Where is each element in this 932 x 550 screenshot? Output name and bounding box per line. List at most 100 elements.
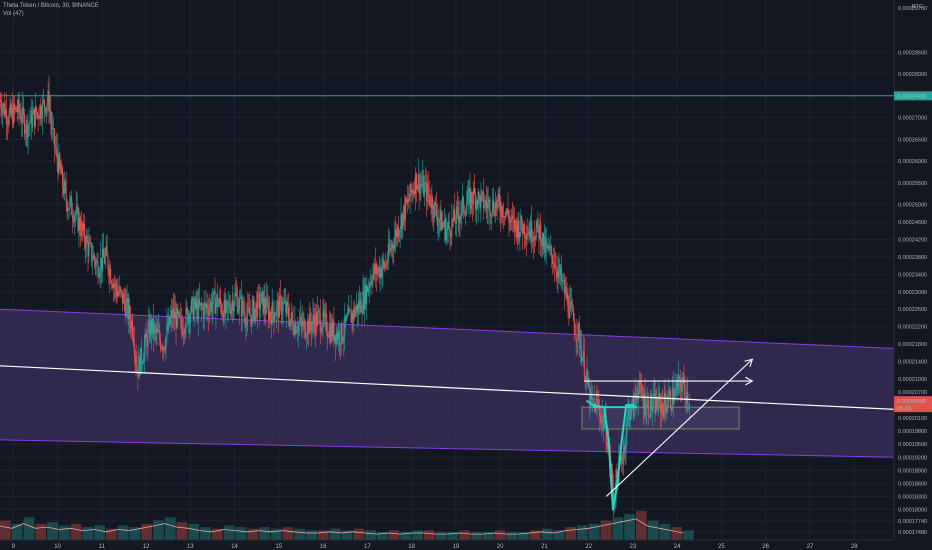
- candle-body: [493, 199, 495, 212]
- candle-body: [532, 241, 534, 243]
- candle-body: [342, 339, 344, 341]
- candle-body: [72, 218, 74, 223]
- candle-body: [550, 246, 552, 249]
- candle-body: [657, 407, 659, 410]
- candle-body: [21, 121, 23, 123]
- candle-body: [546, 242, 548, 245]
- candle-body: [524, 236, 526, 238]
- candle-body: [270, 316, 272, 325]
- candle-body: [536, 218, 538, 229]
- candle-body: [4, 109, 6, 116]
- candle-body: [34, 106, 36, 127]
- candle-body: [61, 167, 63, 174]
- time-tick-label: 12: [143, 544, 150, 550]
- candle-body: [555, 265, 557, 273]
- candle-body: [78, 217, 80, 231]
- candle-body: [568, 312, 570, 319]
- candle-body: [288, 306, 290, 319]
- candle-body: [395, 229, 397, 238]
- candle-body: [668, 394, 670, 406]
- candle-body: [108, 269, 110, 277]
- candle-body: [187, 309, 189, 324]
- candle-body: [410, 184, 412, 193]
- candle-body: [102, 248, 104, 270]
- candle-body: [261, 291, 263, 293]
- candle-body: [181, 327, 183, 335]
- candle-body: [549, 245, 551, 249]
- volume-bar: [482, 531, 494, 540]
- candle-body: [281, 311, 283, 315]
- candle-body: [308, 313, 310, 334]
- candle-body: [70, 197, 72, 200]
- candle-body: [514, 220, 516, 231]
- time-tick-label: 22: [585, 544, 592, 550]
- candle-body: [499, 200, 501, 213]
- candle-body: [22, 107, 24, 123]
- candle-body: [260, 292, 262, 304]
- candle-body: [412, 190, 414, 194]
- candle-body: [66, 201, 68, 212]
- candle-body: [387, 243, 389, 262]
- candle-body: [379, 268, 381, 278]
- candle-body: [643, 393, 645, 409]
- candle-body: [67, 208, 69, 212]
- candle-body: [0, 100, 2, 109]
- candle-body: [361, 312, 363, 314]
- candle-body: [394, 238, 396, 250]
- candle-body: [337, 332, 339, 340]
- candle-body: [217, 294, 219, 307]
- candle-body: [590, 392, 592, 408]
- candle-body: [391, 244, 393, 250]
- price-tick-label: 0.00026500: [898, 137, 927, 143]
- candle-body: [679, 378, 681, 388]
- candle-body: [159, 330, 161, 340]
- candle-body: [647, 399, 649, 404]
- candle-body: [333, 321, 335, 341]
- candle-body: [544, 236, 546, 253]
- candle-body: [509, 219, 511, 223]
- candle-body: [369, 281, 371, 288]
- candle-body: [472, 202, 474, 205]
- candle-body: [542, 232, 544, 245]
- candle-body: [627, 410, 629, 419]
- candle-body: [401, 214, 403, 230]
- candle-body: [359, 299, 361, 309]
- candle-body: [112, 284, 114, 289]
- candle-body: [264, 298, 266, 310]
- candle-body: [603, 424, 605, 430]
- candle-body: [14, 107, 16, 110]
- candle-body: [338, 330, 340, 345]
- candle-body: [246, 316, 248, 327]
- price-tick-label: 0.00027000: [898, 116, 927, 122]
- candle-body: [89, 241, 91, 243]
- candle-body: [403, 205, 405, 214]
- candle-body: [533, 236, 535, 240]
- candle-body: [437, 221, 439, 225]
- candle-body: [438, 219, 440, 222]
- volume-bar: [164, 517, 176, 540]
- candle-body: [348, 308, 350, 311]
- candle-body: [286, 301, 288, 313]
- volume-bar: [612, 517, 624, 540]
- candle-body: [540, 223, 542, 246]
- candle-body: [231, 300, 233, 307]
- candle-body: [665, 403, 667, 412]
- candle-body: [483, 191, 485, 208]
- candle-body: [262, 291, 264, 314]
- candle-body: [435, 204, 437, 216]
- volume-bar: [506, 531, 518, 540]
- volume-bar: [200, 527, 211, 540]
- candle-body: [307, 321, 309, 336]
- candle-body: [41, 117, 43, 119]
- candle-body: [470, 192, 472, 209]
- candle-body: [667, 405, 669, 408]
- candle-body: [399, 228, 401, 233]
- volume-bar: [412, 530, 423, 540]
- candle-body: [168, 316, 170, 330]
- price-tick-label: 0.00024200: [898, 238, 927, 244]
- candle-body: [269, 311, 271, 317]
- candle-body: [356, 304, 358, 311]
- candle-body: [538, 225, 540, 239]
- candle-body: [180, 316, 182, 318]
